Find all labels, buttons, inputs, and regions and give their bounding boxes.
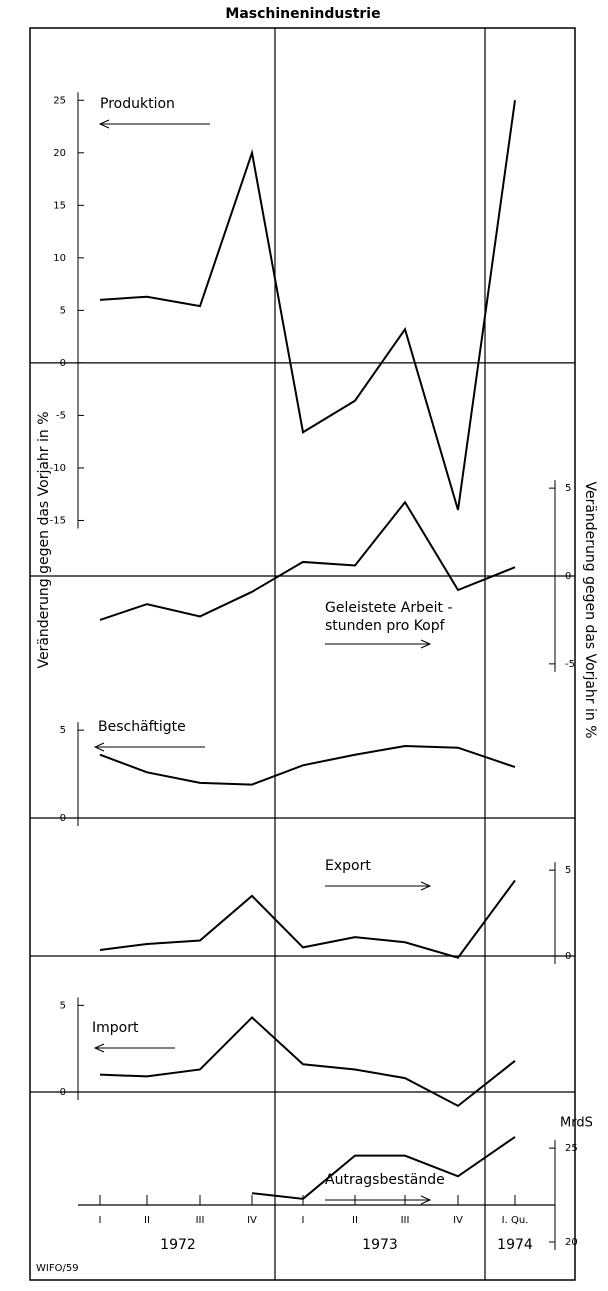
series-line (99, 100, 516, 511)
y-axis-label-right: Veränderung gegen das Vorjahr in % (582, 481, 598, 738)
arrow-head (420, 881, 432, 891)
year-label: 1972 (160, 1237, 196, 1253)
series-label: stunden pro Kopf (325, 618, 446, 634)
y-axis-label-left: Veränderung gegen das Vorjahr in % (36, 411, 52, 668)
arrow-head (98, 119, 110, 129)
x-tick-label: I (302, 1215, 305, 1226)
y-tick-label: 15 (53, 200, 66, 211)
series-label: Export (325, 858, 371, 874)
arrow-head (93, 1043, 105, 1053)
x-tick-label: I (99, 1215, 102, 1226)
y-tick-label: -5 (56, 410, 66, 421)
series-label: Import (92, 1020, 139, 1036)
y-tick-label: 10 (53, 253, 66, 264)
series-line (99, 500, 516, 621)
year-label: 1973 (362, 1237, 398, 1253)
y-tick-label: 5 (565, 865, 571, 876)
source: WIFO/59 (36, 1263, 79, 1274)
chart-title: Maschinenindustrie (225, 6, 380, 22)
y-tick-label: 5 (60, 305, 66, 316)
arrow-head (93, 742, 105, 752)
x-tick-label: III (401, 1215, 410, 1226)
x-tick-label: III (196, 1215, 205, 1226)
x-tick-label: IV (247, 1215, 257, 1226)
arrow-head (420, 1195, 432, 1205)
year-label: 1974 (497, 1237, 533, 1253)
series-line (99, 744, 516, 786)
x-tick-label: IV (453, 1215, 463, 1226)
y-tick-label: 5 (60, 725, 66, 736)
y-tick-label: 5 (60, 1000, 66, 1011)
arrow-head (420, 639, 432, 649)
series-label: Geleistete Arbeit - (325, 600, 453, 616)
series-label: Produktion (100, 96, 175, 112)
series-label: Autragsbestände (325, 1172, 445, 1188)
y-tick-label: -10 (50, 463, 66, 474)
y-tick-label: 25 (53, 95, 66, 106)
series-line (99, 1016, 516, 1108)
x-tick-label: II (144, 1215, 150, 1226)
series-line (251, 1136, 516, 1200)
y-tick-label: -15 (50, 515, 66, 526)
frame (29, 27, 576, 1281)
series-label: Beschäftigte (98, 719, 186, 735)
unit-label: MrdS (560, 1116, 593, 1131)
x-tick-label: II (352, 1215, 358, 1226)
x-tick-label: I. Qu. (502, 1215, 529, 1226)
y-tick-label: 20 (565, 1237, 578, 1248)
y-tick-label: -5 (565, 659, 575, 670)
y-tick-label: 5 (565, 483, 571, 494)
y-tick-label: 25 (565, 1143, 578, 1154)
series-line (99, 879, 516, 959)
y-tick-label: 20 (53, 148, 66, 159)
